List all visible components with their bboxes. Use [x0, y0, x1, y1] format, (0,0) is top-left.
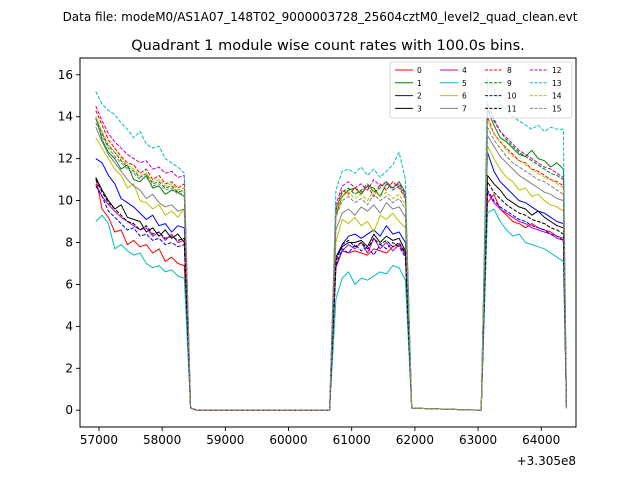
x-tick-label: 58000 — [143, 433, 181, 447]
series-line-10 — [95, 185, 567, 411]
y-tick-label: 10 — [58, 194, 73, 208]
legend-label-3: 3 — [417, 104, 422, 113]
y-tick-label: 4 — [65, 319, 73, 333]
x-tick-label: 63000 — [459, 433, 497, 447]
y-tick-label: 2 — [65, 361, 73, 375]
legend-label-15: 15 — [552, 104, 562, 113]
series-line-3 — [95, 174, 567, 411]
chart-title: Quadrant 1 module wise count rates with … — [131, 38, 525, 54]
x-axis-offset-label: +3.305e8 — [517, 454, 576, 468]
series-line-6 — [95, 137, 567, 411]
legend-label-10: 10 — [507, 92, 517, 101]
legend-label-0: 0 — [417, 66, 422, 75]
legend-label-8: 8 — [507, 66, 512, 75]
series-line-7 — [95, 127, 567, 411]
x-tick-label: 62000 — [396, 433, 434, 447]
legend-box — [389, 61, 573, 119]
legend-label-9: 9 — [507, 79, 512, 88]
y-tick-label: 6 — [65, 277, 73, 291]
legend-label-13: 13 — [552, 79, 562, 88]
x-tick-label: 60000 — [269, 433, 307, 447]
series-line-5 — [95, 208, 567, 411]
legend-label-2: 2 — [417, 92, 422, 101]
legend-label-14: 14 — [552, 92, 562, 101]
series-line-11 — [95, 179, 567, 411]
legend-label-1: 1 — [417, 79, 422, 88]
x-tick-label: 57000 — [80, 433, 118, 447]
plot-area: 57000 58000 59000 60000 61000 62000 63000 64000… — [58, 57, 577, 447]
series-line-0 — [95, 177, 567, 411]
x-tick-label: 59000 — [206, 433, 244, 447]
legend-label-12: 12 — [552, 66, 562, 75]
series-line-14 — [95, 116, 567, 411]
series-line-12 — [95, 106, 567, 411]
series-line-8 — [95, 110, 567, 411]
y-tick-label: 0 — [65, 403, 73, 417]
y-tick-label: 16 — [58, 68, 73, 82]
x-tick-label: 61000 — [333, 433, 371, 447]
legend-label-6: 6 — [462, 92, 467, 101]
figure-suptitle: Data file: modeM0/AS1A07_148T02_90000037… — [63, 10, 578, 24]
x-tick-label: 64000 — [522, 433, 560, 447]
legend-label-4: 4 — [462, 66, 467, 75]
y-tick-label: 8 — [65, 236, 73, 250]
y-tick-label: 14 — [58, 110, 73, 124]
legend-label-5: 5 — [462, 79, 467, 88]
series-line-15 — [95, 122, 567, 411]
y-tick-label: 12 — [58, 152, 73, 166]
legend-label-11: 11 — [507, 104, 517, 113]
series-line-13 — [95, 78, 567, 411]
series-line-4 — [95, 183, 567, 411]
series-line-2 — [95, 151, 567, 411]
legend-label-7: 7 — [462, 104, 467, 113]
